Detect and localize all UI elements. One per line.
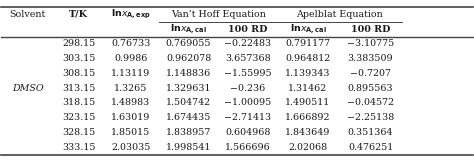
Text: 0.76733: 0.76733 xyxy=(111,39,150,48)
Text: 0.964812: 0.964812 xyxy=(285,54,330,63)
Text: −3.10775: −3.10775 xyxy=(347,39,394,48)
Text: −0.22483: −0.22483 xyxy=(224,39,271,48)
Text: $\mathbf{ln}x_\mathbf{A,exp}$: $\mathbf{ln}x_\mathbf{A,exp}$ xyxy=(111,8,151,21)
Text: 2.03035: 2.03035 xyxy=(111,143,150,152)
Text: 0.895563: 0.895563 xyxy=(348,84,393,93)
Text: 0.476251: 0.476251 xyxy=(348,143,393,152)
Text: 1.490511: 1.490511 xyxy=(285,98,330,107)
Text: 1.998541: 1.998541 xyxy=(166,143,211,152)
Text: −1.55995: −1.55995 xyxy=(224,69,272,78)
Text: $\mathbf{ln}x_\mathbf{A,cal}$: $\mathbf{ln}x_\mathbf{A,cal}$ xyxy=(170,22,207,36)
Text: 2.02068: 2.02068 xyxy=(288,143,328,152)
Text: 1.666892: 1.666892 xyxy=(285,113,331,122)
Text: −1.00095: −1.00095 xyxy=(224,98,271,107)
Text: 1.85015: 1.85015 xyxy=(111,128,150,137)
Text: 303.15: 303.15 xyxy=(62,54,95,63)
Text: 323.15: 323.15 xyxy=(62,113,95,122)
Text: 1.329631: 1.329631 xyxy=(166,84,211,93)
Text: 0.769055: 0.769055 xyxy=(166,39,211,48)
Text: 1.139343: 1.139343 xyxy=(285,69,331,78)
Text: 1.13119: 1.13119 xyxy=(111,69,150,78)
Text: 1.3265: 1.3265 xyxy=(114,84,147,93)
Text: 328.15: 328.15 xyxy=(62,128,95,137)
Text: 3.383509: 3.383509 xyxy=(348,54,393,63)
Text: 0.351364: 0.351364 xyxy=(348,128,393,137)
Text: Solvent: Solvent xyxy=(10,10,46,19)
Text: −0.04572: −0.04572 xyxy=(347,98,394,107)
Text: 0.604968: 0.604968 xyxy=(225,128,270,137)
Text: 318.15: 318.15 xyxy=(62,98,95,107)
Text: 1.148836: 1.148836 xyxy=(166,69,211,78)
Text: 0.962078: 0.962078 xyxy=(166,54,211,63)
Text: $\mathbf{ln}x_\mathbf{A,cal}$: $\mathbf{ln}x_\mathbf{A,cal}$ xyxy=(290,22,326,36)
Text: 298.15: 298.15 xyxy=(62,39,95,48)
Text: 333.15: 333.15 xyxy=(62,143,95,152)
Text: −2.71413: −2.71413 xyxy=(224,113,271,122)
Text: 1.31462: 1.31462 xyxy=(288,84,328,93)
Text: 3.657368: 3.657368 xyxy=(225,54,271,63)
Text: 313.15: 313.15 xyxy=(62,84,95,93)
Text: Apelblat Equation: Apelblat Equation xyxy=(296,10,383,19)
Text: 1.843649: 1.843649 xyxy=(285,128,330,137)
Text: 1.48983: 1.48983 xyxy=(111,98,150,107)
Text: T/K: T/K xyxy=(69,10,88,19)
Text: 100 RD: 100 RD xyxy=(228,25,267,34)
Text: −0.236: −0.236 xyxy=(230,84,265,93)
Text: 1.566696: 1.566696 xyxy=(225,143,271,152)
Text: 0.9986: 0.9986 xyxy=(114,54,147,63)
Text: 100 RD: 100 RD xyxy=(351,25,390,34)
Text: 1.504742: 1.504742 xyxy=(166,98,211,107)
Text: −2.25138: −2.25138 xyxy=(347,113,394,122)
Text: 0.791177: 0.791177 xyxy=(285,39,330,48)
Text: 1.63019: 1.63019 xyxy=(111,113,150,122)
Text: 1.838957: 1.838957 xyxy=(166,128,211,137)
Text: 1.674435: 1.674435 xyxy=(166,113,211,122)
Text: 308.15: 308.15 xyxy=(62,69,95,78)
Text: −0.7207: −0.7207 xyxy=(350,69,391,78)
Text: Van’t Hoff Equation: Van’t Hoff Equation xyxy=(171,10,265,19)
Text: DMSO: DMSO xyxy=(12,84,44,93)
